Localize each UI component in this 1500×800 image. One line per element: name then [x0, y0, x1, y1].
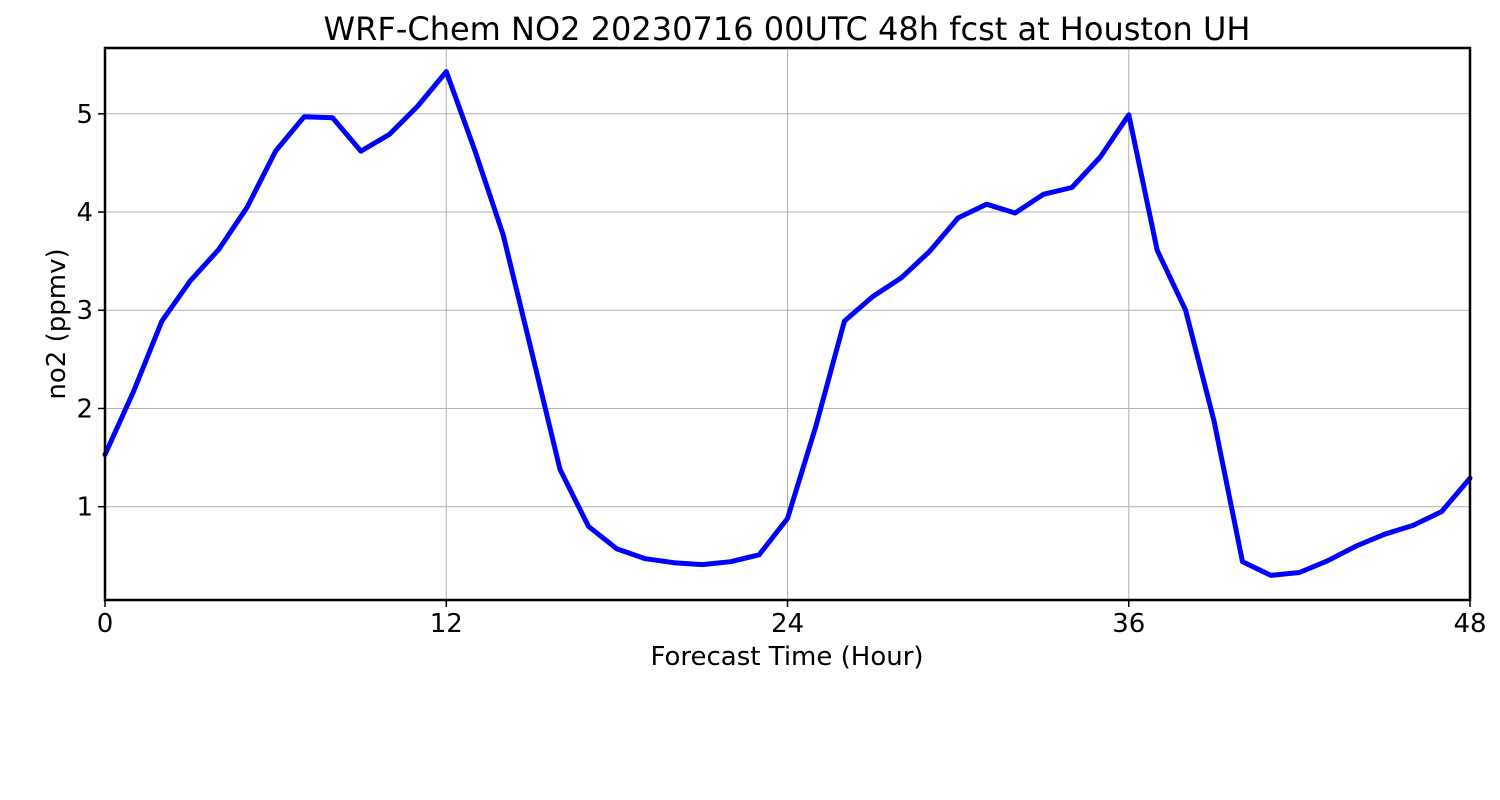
y-tick-label: 2: [76, 394, 93, 424]
y-tick-label: 4: [76, 198, 93, 228]
x-axis-label: Forecast Time (Hour): [650, 642, 923, 672]
y-tick-label: 1: [76, 493, 93, 523]
x-tick-label: 36: [1112, 609, 1145, 639]
series-group: [102, 69, 1473, 578]
x-tick-label: 48: [1453, 609, 1486, 639]
x-axis: 0 12 24 36 48: [97, 600, 1487, 639]
chart-title: WRF-Chem NO2 20230716 00UTC 48h fcst at …: [324, 10, 1251, 48]
y-axis-label: no2 (ppmv): [42, 248, 72, 399]
y-axis: 1 2 3 4 5: [76, 100, 105, 523]
series-line: [102, 69, 1473, 578]
y-tick-label: 3: [76, 296, 93, 326]
x-tick-label: 0: [97, 609, 114, 639]
x-tick-label: 24: [771, 609, 804, 639]
y-tick-label: 5: [76, 100, 93, 130]
x-tick-label: 12: [430, 609, 463, 639]
